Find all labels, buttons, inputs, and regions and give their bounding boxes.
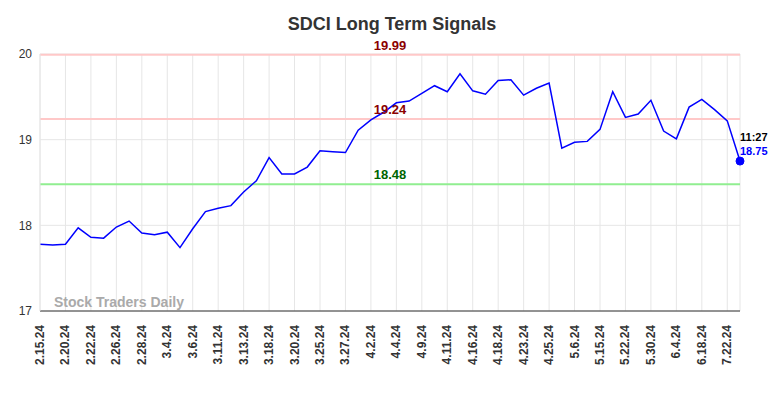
svg-text:3.4.24: 3.4.24 <box>160 325 174 359</box>
svg-text:4.18.24: 4.18.24 <box>491 325 505 365</box>
svg-text:4.11.24: 4.11.24 <box>440 325 454 365</box>
svg-text:5.30.24: 5.30.24 <box>644 325 658 365</box>
svg-text:11:27: 11:27 <box>740 131 768 143</box>
svg-text:7.22.24: 7.22.24 <box>720 325 734 365</box>
svg-text:2.28.24: 2.28.24 <box>135 325 149 365</box>
svg-text:4.23.24: 4.23.24 <box>517 325 531 365</box>
svg-text:6.4.24: 6.4.24 <box>669 325 683 359</box>
html-text:Stock Traders Daily: Stock Traders Daily <box>54 294 184 310</box>
svg-text:18.75: 18.75 <box>740 145 768 157</box>
svg-text:2.20.24: 2.20.24 <box>58 325 72 365</box>
svg-text:19: 19 <box>19 133 33 147</box>
svg-text:3.11.24: 3.11.24 <box>211 325 225 365</box>
svg-text:2.15.24: 2.15.24 <box>33 325 47 365</box>
svg-text:5.22.24: 5.22.24 <box>618 325 632 365</box>
svg-text:5.6.24: 5.6.24 <box>568 325 582 359</box>
svg-text:4.2.24: 4.2.24 <box>364 325 378 359</box>
svg-text:4.9.24: 4.9.24 <box>415 325 429 359</box>
svg-text:3.6.24: 3.6.24 <box>186 325 200 359</box>
svg-text:3.27.24: 3.27.24 <box>338 325 352 365</box>
html-text:SDCI Long Term Signals: SDCI Long Term Signals <box>287 14 497 34</box>
svg-text:5.15.24: 5.15.24 <box>593 325 607 365</box>
svg-text:2.22.24: 2.22.24 <box>84 325 98 365</box>
svg-text:3.13.24: 3.13.24 <box>237 325 251 365</box>
svg-text:18.48: 18.48 <box>374 167 407 182</box>
svg-text:2.26.24: 2.26.24 <box>109 325 123 365</box>
svg-text:6.18.24: 6.18.24 <box>695 325 709 365</box>
svg-text:4.4.24: 4.4.24 <box>389 325 403 359</box>
svg-text:4.16.24: 4.16.24 <box>466 325 480 365</box>
svg-text:17: 17 <box>19 304 33 318</box>
svg-text:3.20.24: 3.20.24 <box>288 325 302 365</box>
svg-text:20: 20 <box>19 47 33 61</box>
svg-text:19.99: 19.99 <box>374 38 407 53</box>
svg-text:3.25.24: 3.25.24 <box>313 325 327 365</box>
svg-text:18: 18 <box>19 219 33 233</box>
svg-text:4.25.24: 4.25.24 <box>542 325 556 365</box>
svg-text:3.18.24: 3.18.24 <box>262 325 276 365</box>
svg-text:19.24: 19.24 <box>374 102 407 117</box>
